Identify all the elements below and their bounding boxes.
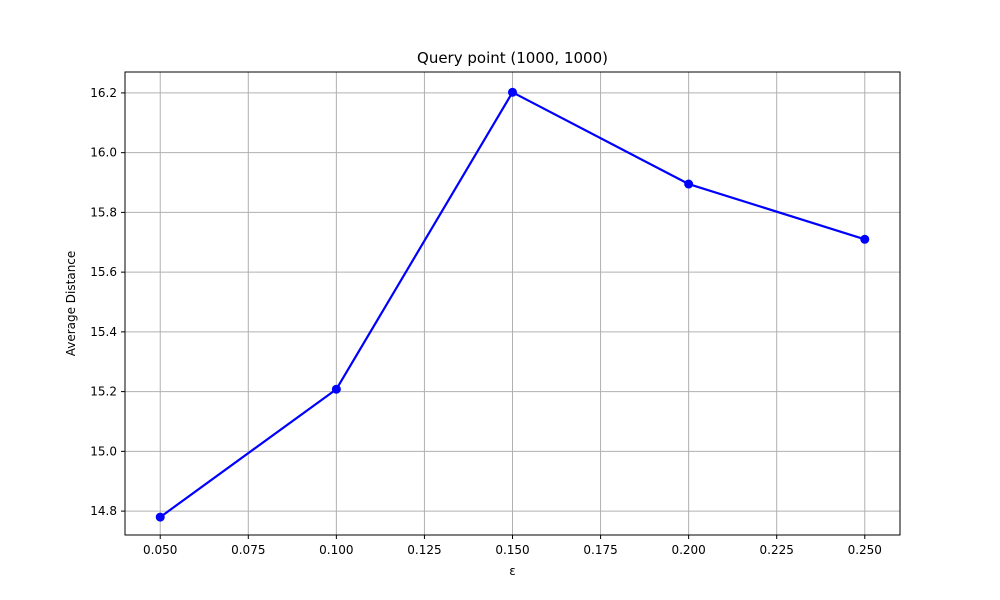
y-axis-label: Average Distance [64, 251, 78, 357]
y-tick-label: 15.2 [90, 385, 117, 399]
y-tick-label: 15.6 [90, 265, 117, 279]
y-tick-label: 16.0 [90, 146, 117, 160]
x-tick-label: 0.100 [319, 543, 353, 557]
x-tick-label: 0.200 [671, 543, 705, 557]
grid [125, 72, 900, 535]
series-layer [155, 87, 870, 522]
data-point [508, 87, 517, 97]
data-point [684, 179, 694, 189]
data-point [155, 512, 165, 522]
y-tick-label: 15.8 [90, 205, 117, 219]
x-tick-label: 0.150 [495, 543, 529, 557]
x-tick-label: 0.075 [231, 543, 265, 557]
x-tick-label: 0.250 [848, 543, 882, 557]
chart-title: Query point (1000, 1000) [417, 49, 608, 67]
y-tick-label: 14.8 [90, 504, 117, 518]
axis-ticks: 0.050 0.075 0.100 0.125 0.150 0.175 0.200 0.225… [90, 86, 882, 557]
x-tick-label: 0.225 [760, 543, 794, 557]
y-tick-label: 16.2 [90, 86, 117, 100]
x-tick-label: 0.050 [143, 543, 177, 557]
x-tick-label: 0.175 [583, 543, 617, 557]
data-point [860, 234, 870, 244]
x-tick-label: 0.125 [407, 543, 441, 557]
x-axis-label: ε [509, 564, 516, 578]
y-tick-label: 15.4 [90, 325, 117, 339]
data-point [331, 384, 341, 394]
y-tick-label: 15.0 [90, 444, 117, 458]
